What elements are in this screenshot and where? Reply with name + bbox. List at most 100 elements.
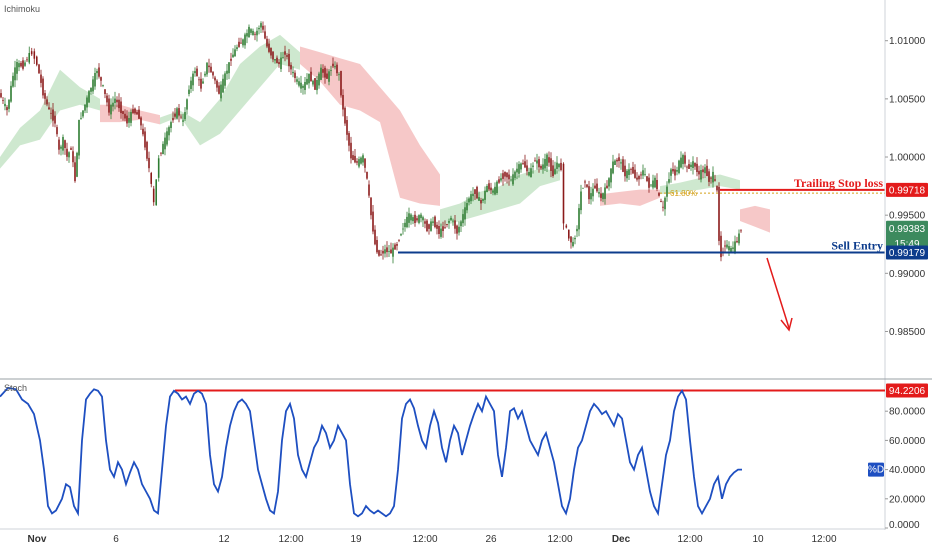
candle-body <box>290 64 292 70</box>
candle-body <box>332 63 334 67</box>
candle-body <box>124 113 126 119</box>
candle-body <box>74 162 76 182</box>
candle-body <box>26 59 28 61</box>
candle-body <box>144 131 146 148</box>
candle-body <box>612 161 614 174</box>
candle-body <box>622 159 624 172</box>
candle-body <box>696 163 698 172</box>
candle-body <box>428 224 430 229</box>
candle-body <box>328 71 330 82</box>
candle-body <box>632 167 634 174</box>
candle-body <box>512 174 514 185</box>
candle-body <box>668 179 670 183</box>
candle-body <box>540 166 542 169</box>
candle-body <box>256 30 258 36</box>
candle-body <box>708 171 710 182</box>
time-tick-label: 6 <box>113 534 119 545</box>
candle-body <box>550 158 552 171</box>
candle-body <box>374 229 376 245</box>
candle-body <box>240 42 242 44</box>
time-tick-label: 19 <box>350 534 362 545</box>
candle-body <box>318 73 320 86</box>
candle-body <box>350 142 352 159</box>
candle-body <box>142 128 144 135</box>
last-price-tag: 0.99383 15:49 <box>886 220 928 251</box>
price-axis: 1.01000 1.00500 1.00000 0.99500 0.99000 0.985… <box>885 36 926 338</box>
candle-body <box>628 169 630 175</box>
candle-body <box>658 193 660 196</box>
candle-body <box>304 82 306 90</box>
candle-body <box>100 77 102 81</box>
candle-body <box>56 127 58 135</box>
candle-body <box>594 185 596 189</box>
candle-body <box>578 208 580 230</box>
candle-body <box>602 193 604 200</box>
candle-body <box>82 110 84 117</box>
candle-body <box>182 120 184 122</box>
candle-body <box>138 109 140 119</box>
candle-body <box>358 159 360 167</box>
time-tick-label: 12:00 <box>677 534 702 545</box>
candle-body <box>432 221 434 223</box>
candle-body <box>214 77 216 81</box>
price-tick-label: 0.99000 <box>889 269 926 280</box>
candle-body <box>514 171 516 178</box>
candle-body <box>316 80 318 91</box>
candle-body <box>16 62 18 74</box>
candle-body <box>98 67 100 77</box>
candle-body <box>250 29 252 33</box>
candle-body <box>470 194 472 202</box>
candle-body <box>218 85 220 94</box>
candle-body <box>48 107 50 110</box>
candle-body <box>88 91 90 103</box>
candle-body <box>334 66 336 68</box>
candle-body <box>508 174 510 180</box>
candle-body <box>206 62 208 75</box>
candle-body <box>246 33 248 37</box>
candle-body <box>130 112 132 123</box>
candle-body <box>20 62 22 67</box>
candle-body <box>104 89 106 94</box>
candle-body <box>728 246 730 251</box>
candle-body <box>258 28 260 30</box>
candle-body <box>282 57 284 59</box>
candle-body <box>468 198 470 203</box>
candle-body <box>490 187 492 191</box>
candle-body <box>730 248 732 253</box>
candle-body <box>302 85 304 88</box>
candle-body <box>474 189 476 195</box>
candle-body <box>560 162 562 170</box>
candle-body <box>556 162 558 169</box>
svg-text:0.99718: 0.99718 <box>889 185 926 196</box>
candle-body <box>312 80 314 85</box>
candle-body <box>640 174 642 176</box>
candle-body <box>352 155 354 160</box>
candle-body <box>126 115 128 124</box>
cloud-segment <box>160 34 300 146</box>
candle-body <box>114 98 116 104</box>
candle-body <box>110 104 112 115</box>
price-tick-label: 1.01000 <box>889 36 926 47</box>
candle-body <box>610 168 612 183</box>
candle-body <box>740 230 742 232</box>
candle-body <box>430 221 432 231</box>
candle-body <box>570 236 572 243</box>
fib-level-label: 61.80% <box>670 189 697 198</box>
candle-body <box>4 103 6 107</box>
candle-body <box>548 157 550 163</box>
candle-body <box>270 48 272 56</box>
candle-body <box>78 119 80 156</box>
candle-body <box>526 165 528 172</box>
candle-body <box>200 78 202 89</box>
candle-body <box>42 78 44 96</box>
stoch-d-tag: %D <box>868 462 884 477</box>
candle-body <box>134 108 136 114</box>
candle-body <box>292 71 294 74</box>
candle-body <box>33 51 36 59</box>
candle-body <box>724 245 726 247</box>
cloud-segment <box>440 168 560 227</box>
candle-body <box>450 217 452 220</box>
candle-body <box>96 71 98 74</box>
candle-body <box>10 85 12 102</box>
candle-body <box>12 75 14 87</box>
